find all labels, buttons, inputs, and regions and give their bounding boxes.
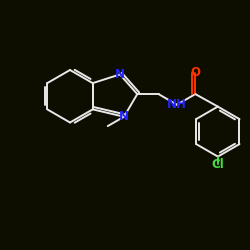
Text: N: N (119, 110, 129, 123)
Text: Cl: Cl (212, 158, 224, 170)
Text: NH: NH (167, 98, 187, 111)
Text: O: O (190, 66, 200, 79)
Text: N: N (115, 68, 125, 81)
